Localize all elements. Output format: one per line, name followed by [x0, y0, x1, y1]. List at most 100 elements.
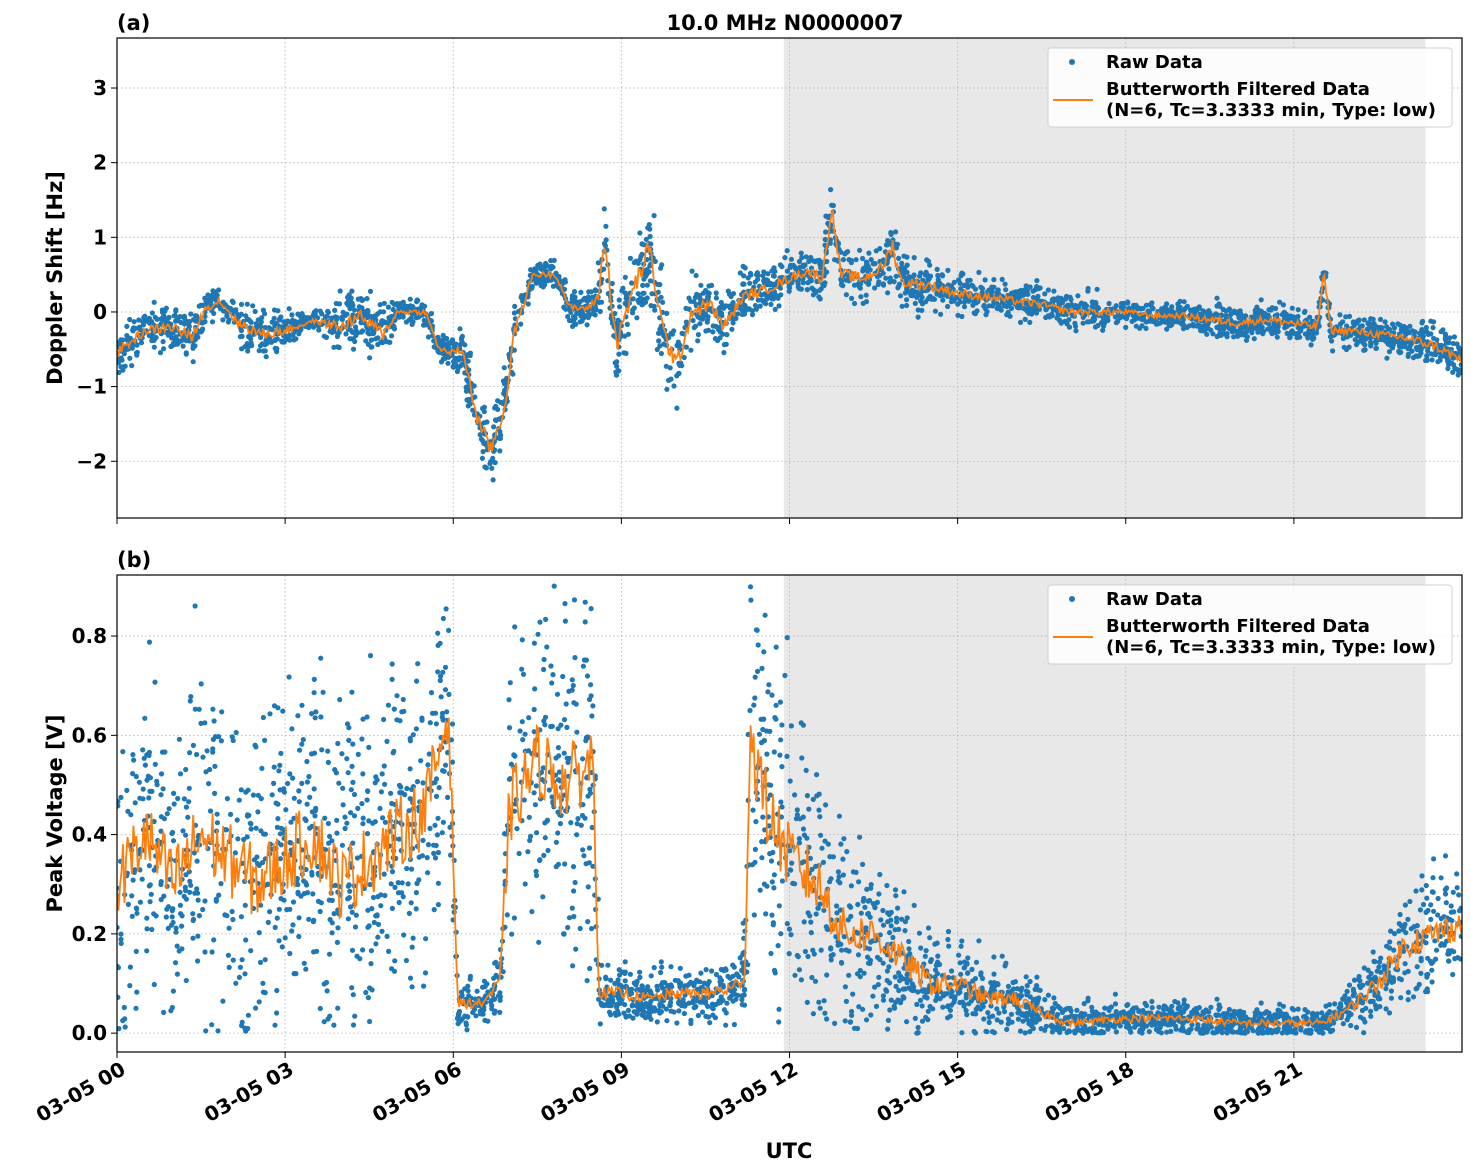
- raw-point: [248, 826, 254, 832]
- raw-point: [1431, 856, 1437, 862]
- raw-point: [851, 300, 858, 307]
- raw-point: [562, 618, 569, 624]
- raw-point: [806, 258, 812, 264]
- raw-point: [290, 922, 296, 928]
- raw-point: [334, 939, 340, 946]
- raw-point: [1274, 326, 1280, 332]
- raw-point: [772, 268, 778, 274]
- raw-point: [418, 758, 424, 764]
- raw-point: [488, 459, 494, 465]
- raw-point: [1327, 1029, 1334, 1035]
- raw-point: [1179, 321, 1185, 327]
- raw-point: [713, 295, 720, 301]
- raw-point: [1125, 299, 1131, 305]
- raw-point: [162, 308, 168, 314]
- raw-point: [695, 314, 701, 320]
- raw-point: [674, 1020, 680, 1026]
- raw-point: [134, 352, 140, 358]
- raw-point: [289, 312, 295, 318]
- raw-point: [245, 348, 251, 354]
- raw-point: [824, 258, 830, 265]
- raw-point: [428, 310, 435, 317]
- raw-point: [1407, 323, 1413, 329]
- raw-point: [571, 289, 578, 295]
- raw-point: [958, 943, 964, 949]
- raw-point: [803, 254, 809, 260]
- raw-point: [350, 1022, 357, 1028]
- raw-point: [1244, 334, 1250, 340]
- raw-point: [1135, 315, 1141, 321]
- raw-point: [1346, 313, 1353, 319]
- raw-point: [565, 314, 571, 320]
- raw-point: [271, 315, 277, 321]
- raw-point: [779, 722, 785, 728]
- raw-point: [531, 729, 537, 735]
- raw-point: [925, 258, 932, 264]
- raw-point: [958, 971, 964, 977]
- raw-point: [934, 266, 940, 272]
- raw-point: [927, 935, 933, 941]
- raw-point: [210, 749, 216, 755]
- raw-point: [414, 779, 421, 785]
- raw-point: [755, 297, 761, 303]
- raw-point: [887, 1007, 893, 1013]
- raw-point: [1204, 331, 1210, 337]
- raw-point: [865, 267, 871, 274]
- raw-point: [614, 363, 620, 369]
- raw-point: [832, 1020, 838, 1026]
- raw-point: [976, 269, 982, 275]
- raw-point: [866, 946, 873, 952]
- raw-point: [651, 213, 657, 219]
- raw-point: [730, 320, 736, 326]
- raw-point: [359, 305, 365, 311]
- raw-point: [703, 328, 709, 334]
- raw-point: [244, 301, 250, 307]
- raw-point: [893, 229, 899, 235]
- raw-point: [1389, 339, 1395, 346]
- raw-point: [349, 689, 355, 695]
- raw-point: [321, 981, 327, 987]
- raw-point: [1051, 288, 1057, 294]
- raw-point: [932, 308, 939, 314]
- raw-point: [238, 787, 244, 793]
- raw-point: [601, 266, 607, 272]
- raw-point: [253, 825, 259, 831]
- raw-point: [533, 872, 540, 879]
- raw-point: [312, 311, 318, 317]
- raw-point: [1398, 977, 1404, 983]
- raw-point: [1033, 309, 1039, 315]
- raw-point: [584, 322, 590, 328]
- raw-point: [1016, 305, 1023, 311]
- raw-point: [1346, 344, 1352, 350]
- raw-point: [425, 842, 432, 848]
- raw-point: [959, 313, 965, 320]
- raw-point: [806, 806, 812, 812]
- raw-point: [379, 318, 385, 324]
- raw-point: [1340, 1021, 1346, 1027]
- raw-point: [1368, 970, 1374, 977]
- raw-point: [726, 291, 733, 297]
- raw-point: [210, 706, 216, 712]
- raw-point: [755, 276, 761, 282]
- raw-point: [365, 995, 371, 1001]
- raw-point: [569, 905, 575, 911]
- raw-point: [187, 878, 193, 884]
- raw-point: [587, 790, 594, 796]
- raw-point: [1298, 328, 1304, 334]
- raw-point: [698, 282, 704, 288]
- raw-point: [190, 742, 196, 749]
- raw-point: [1407, 898, 1413, 905]
- raw-point: [542, 268, 549, 274]
- raw-point: [561, 717, 568, 723]
- raw-point: [1451, 334, 1457, 340]
- raw-point: [306, 916, 312, 922]
- raw-point: [464, 1027, 470, 1033]
- raw-point: [648, 303, 654, 309]
- raw-point: [1433, 352, 1439, 358]
- raw-point: [349, 300, 355, 306]
- raw-point: [526, 814, 532, 820]
- raw-point: [352, 924, 359, 930]
- raw-point: [814, 258, 820, 264]
- raw-point: [319, 311, 325, 317]
- y-tick-label: 0: [93, 300, 107, 324]
